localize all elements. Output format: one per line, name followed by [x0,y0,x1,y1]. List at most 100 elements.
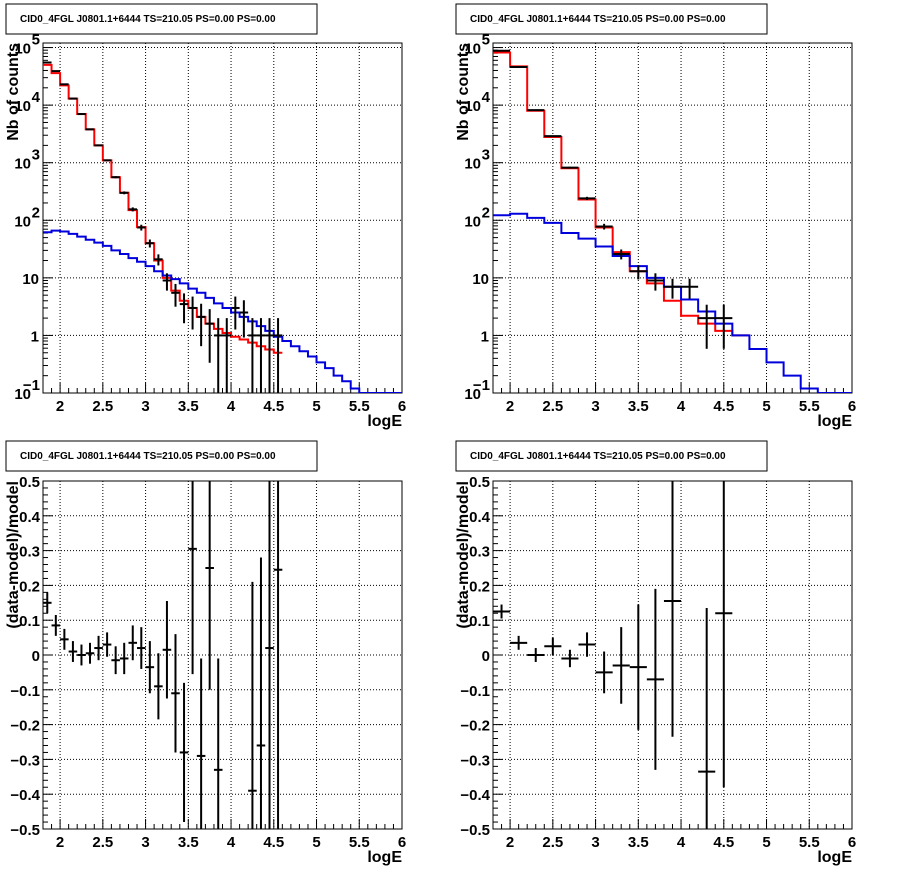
residual-point [51,614,61,636]
residual-point [629,604,647,730]
x-tick-label: 3.5 [178,398,199,415]
data-point [273,318,283,393]
y-tick-label: 10 [472,271,489,288]
title-box [5,3,318,35]
y-axis-label: Nb of counts [5,43,22,141]
y-tick-label: −0.2 [460,718,490,735]
residual-point [265,481,274,829]
x-tick-label: 2.5 [92,834,113,851]
y-tick-label: 10 [14,386,31,403]
data-point [561,166,579,169]
residual-point [715,481,733,788]
y-tick-exponent: 2 [32,204,40,221]
data-point [102,159,112,162]
x-tick-label: 4.5 [263,834,284,851]
y-tick-label: −0.4 [460,787,490,804]
residual-point [663,481,682,737]
plot-frame [492,42,853,394]
data-point [629,265,647,280]
chart-title: CID0_4FGL J0801.1+6444 TS=210.05 PS=0.00… [470,451,726,462]
y-tick-label: −0.3 [10,752,40,769]
data-point [154,254,163,266]
y-tick-label: 0.5 [19,474,40,491]
data-layer [43,61,402,393]
data-layer [493,49,852,393]
x-tick-label: 3 [141,398,149,415]
residual-point [171,634,180,753]
data-point [137,224,146,231]
x-tick-label: 2 [56,834,64,851]
grid [493,43,852,393]
y-axis [43,47,53,394]
y-axis [493,480,503,830]
x-axis [492,383,853,393]
residual-point [154,653,163,720]
residual-point [43,592,52,614]
y-tick-label: 10 [14,98,31,115]
residual-point [179,682,189,823]
y-tick-label: 10 [14,213,31,230]
x-tick-label: 2.5 [542,398,563,415]
x-tick-label: 3.5 [178,834,199,851]
data-point [119,191,129,195]
data-point [231,296,240,330]
y-axis-label: Nb of counts [455,43,472,141]
x-tick-label: 2.5 [92,398,113,415]
chart-title: CID0_4FGL J0801.1+6444 TS=210.05 PS=0.00… [20,14,276,25]
data-point [612,249,630,260]
background-model-line [43,229,402,393]
residual-point [256,557,266,829]
x-tick-label: 3.5 [628,398,649,415]
data-point [196,303,206,347]
data-point [145,239,155,248]
x-tick-label: 5.5 [349,834,370,851]
x-axis [492,819,853,829]
y-tick-exponent: −1 [23,377,40,394]
x-tick-label: 6 [848,398,856,415]
chart-panel-2: 2 2.5 3 3.5 4 4.5 5 5.5 610−1110102103104105logE… [455,3,856,430]
x-tick-label: 4 [227,834,236,851]
data-point [698,304,716,349]
y-axis-label: (data-model)/model [455,481,472,629]
y-tick-label: −0.1 [460,683,490,700]
plot-frame [42,42,403,394]
y-tick-label: 0.4 [19,509,41,526]
x-tick-label: 5.5 [799,834,820,851]
data-point [681,278,699,299]
data-point [544,135,562,138]
chart-panel-1: 2 2.5 3 3.5 4 4.5 5 5.5 610−1110102103104105logE… [5,3,406,430]
y-tick-exponent: −1 [473,377,490,394]
y-tick-exponent: 4 [482,89,491,106]
grid [43,481,402,829]
residual-point [85,642,95,664]
y-tick-label: 1 [481,328,489,345]
x-tick-label: 4 [227,398,236,415]
data-point [94,144,103,147]
residual-point [273,481,283,829]
residual-point [128,625,138,661]
data-point [179,293,189,324]
x-axis-label: logE [367,413,402,430]
x-axis [42,383,403,393]
y-tick-exponent: 3 [32,147,40,164]
x-axis-label: logE [817,849,852,866]
residual-point [698,608,716,829]
x-tick-label: 6 [398,834,406,851]
residual-point [119,642,129,675]
y-tick-exponent: 5 [482,32,490,49]
y-tick-label: 10 [14,41,31,58]
y-tick-exponent: 4 [32,89,41,106]
residual-point [68,641,78,662]
x-axis [42,819,403,829]
x-tick-label: 5 [312,398,320,415]
y-tick-label: 0 [482,648,490,665]
y-tick-label: 0.4 [469,509,491,526]
data-point [256,318,266,393]
residual-point [646,588,664,770]
chart-panel-3: 2 2.5 3 3.5 4 4.5 5 5.5 6 −0.5 −0.4 −0.3 −0.2 −0.1 0 0.… [5,440,406,866]
residual-point [493,604,511,619]
data-point [128,207,138,212]
residual-point [94,635,103,661]
x-tick-label: 4.5 [713,398,734,415]
data-point [646,273,664,291]
